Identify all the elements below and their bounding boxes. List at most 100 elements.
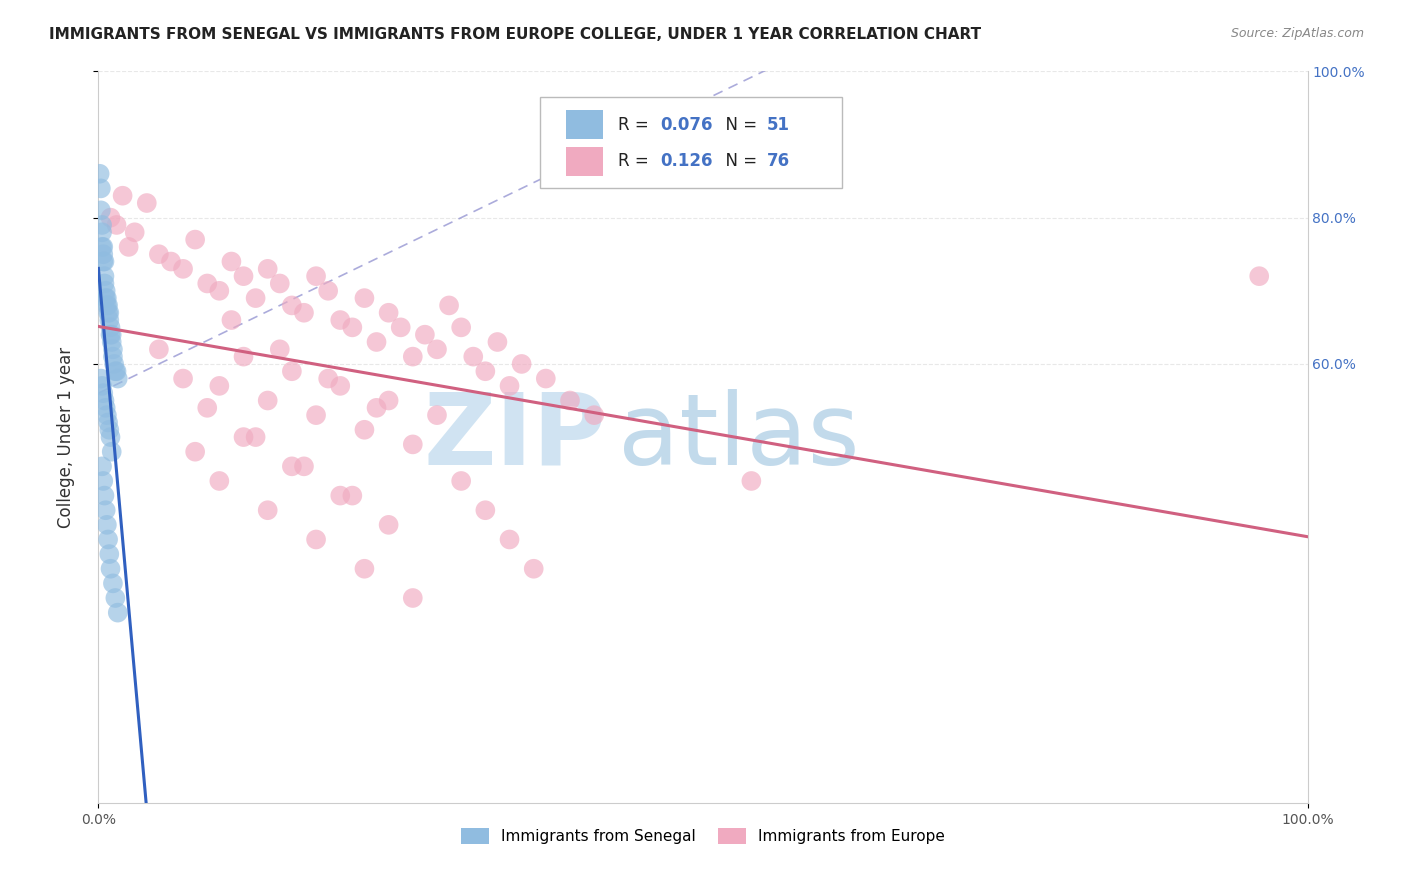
Point <box>450 474 472 488</box>
Point <box>90 203 112 218</box>
Point <box>96 517 118 532</box>
Point <box>90 371 112 385</box>
Point <box>91 386 114 401</box>
Text: 0.126: 0.126 <box>661 153 713 170</box>
Point <box>353 423 375 437</box>
Point <box>91 225 114 239</box>
Point <box>93 393 115 408</box>
Point <box>558 393 581 408</box>
Point <box>245 430 267 444</box>
Point <box>135 196 157 211</box>
Point <box>232 430 254 444</box>
Point <box>292 459 315 474</box>
Point <box>426 408 449 422</box>
Point <box>402 591 425 605</box>
Text: 51: 51 <box>768 116 790 134</box>
Point <box>377 306 399 320</box>
Point <box>94 291 117 305</box>
Point <box>342 320 364 334</box>
Point <box>91 240 114 254</box>
Point <box>208 284 231 298</box>
Point <box>474 503 496 517</box>
Text: R =: R = <box>619 116 654 134</box>
Point <box>97 306 120 320</box>
Point <box>91 459 114 474</box>
Text: R =: R = <box>619 153 654 170</box>
Point <box>402 350 425 364</box>
FancyBboxPatch shape <box>540 97 842 188</box>
Point <box>103 357 125 371</box>
Point <box>195 277 218 291</box>
FancyBboxPatch shape <box>567 146 603 176</box>
Point <box>101 576 124 591</box>
Point <box>389 320 412 334</box>
Point <box>104 591 127 605</box>
Point <box>96 298 118 312</box>
Point <box>91 218 114 232</box>
Point <box>486 334 509 349</box>
Point <box>96 291 118 305</box>
Point <box>98 423 121 437</box>
Point <box>124 225 146 239</box>
Point <box>583 408 606 422</box>
Text: Source: ZipAtlas.com: Source: ZipAtlas.com <box>1230 27 1364 40</box>
Point <box>91 240 114 254</box>
Point <box>316 371 339 385</box>
Point <box>256 261 278 276</box>
Point <box>450 320 472 334</box>
Point <box>97 298 120 312</box>
Point <box>100 444 122 458</box>
Point <box>437 298 460 312</box>
Point <box>353 291 375 305</box>
Point <box>281 298 304 312</box>
Point <box>281 364 304 378</box>
Point <box>91 247 114 261</box>
Point <box>184 233 207 247</box>
Text: 76: 76 <box>768 153 790 170</box>
Point <box>91 379 114 393</box>
Point <box>510 357 533 371</box>
Point <box>402 437 425 451</box>
Point <box>98 547 121 561</box>
Point <box>195 401 218 415</box>
Point <box>94 401 117 415</box>
Point <box>269 343 291 357</box>
Point <box>90 181 112 195</box>
Point <box>118 240 141 254</box>
Point <box>97 533 120 547</box>
Text: atlas: atlas <box>619 389 860 485</box>
Point <box>316 284 339 298</box>
Point <box>148 247 170 261</box>
Point <box>463 350 485 364</box>
Point <box>160 254 183 268</box>
Point <box>105 364 128 378</box>
Point <box>245 291 267 305</box>
Point <box>93 277 115 291</box>
Point <box>305 408 328 422</box>
Legend: Immigrants from Senegal, Immigrants from Europe: Immigrants from Senegal, Immigrants from… <box>456 822 950 850</box>
Point <box>498 533 520 547</box>
Point <box>329 313 352 327</box>
Point <box>100 334 122 349</box>
Text: IMMIGRANTS FROM SENEGAL VS IMMIGRANTS FROM EUROPE COLLEGE, UNDER 1 YEAR CORRELAT: IMMIGRANTS FROM SENEGAL VS IMMIGRANTS FR… <box>49 27 981 42</box>
Point <box>100 327 122 342</box>
Point <box>426 343 449 357</box>
Point <box>105 218 128 232</box>
Point <box>305 533 328 547</box>
Point <box>172 371 194 385</box>
Point <box>474 364 496 378</box>
Point <box>107 606 129 620</box>
Point <box>413 327 436 342</box>
Point <box>269 277 291 291</box>
Point <box>89 167 111 181</box>
Point <box>329 379 352 393</box>
Point <box>232 350 254 364</box>
Text: 0.076: 0.076 <box>661 116 713 134</box>
Point <box>366 334 388 349</box>
Point <box>93 269 115 284</box>
Point <box>523 562 546 576</box>
Point <box>353 562 375 576</box>
Point <box>148 343 170 357</box>
Point <box>100 327 122 342</box>
Point <box>172 261 194 276</box>
